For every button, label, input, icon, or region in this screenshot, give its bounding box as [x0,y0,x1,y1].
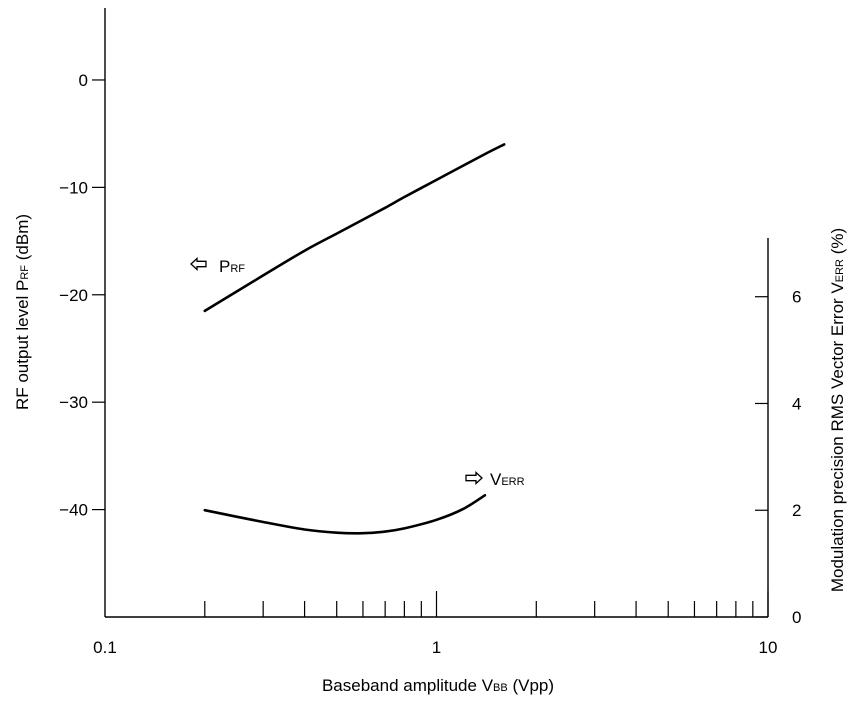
series-label-verr: VERR [465,470,525,489]
left-y-tick-label: −20 [59,286,88,305]
series-name-prf: PRF [219,257,245,276]
right-y-tick-label: 2 [792,501,801,520]
right-arrow-icon [465,471,483,485]
right-y-axis-title: Modulation precision RMS Vector Error VE… [828,228,847,592]
x-axis-ticks: 0.1 1 10 [93,591,777,657]
x-tick-label: 1 [432,638,441,657]
series-line-prf [203,143,506,313]
left-y-tick-label: 0 [79,71,88,90]
right-y-tick-label: 4 [792,394,801,413]
series-curves [203,143,506,535]
x-axis-title: Baseband amplitude VBB (Vpp) [322,676,554,695]
left-y-tick-label: −40 [59,501,88,520]
series-label-prf: PRF [190,257,245,276]
left-y-tick-label: −30 [59,393,88,412]
x-tick-label: 10 [759,638,778,657]
x-tick-label: 0.1 [93,638,117,657]
series-name-verr: VERR [490,470,525,489]
right-y-tick-label: 6 [792,288,801,307]
left-y-axis-ticks: 0 −10 −20 −30 −40 [59,71,105,520]
right-y-axis-ticks: 0 2 4 6 [755,288,801,627]
right-y-tick-label: 0 [792,608,801,627]
left-y-tick-label: −10 [59,178,88,197]
series-line-verr [203,494,487,535]
left-y-axis-title: RF output level PRF (dBm) [13,214,32,410]
left-arrow-icon [190,257,207,271]
